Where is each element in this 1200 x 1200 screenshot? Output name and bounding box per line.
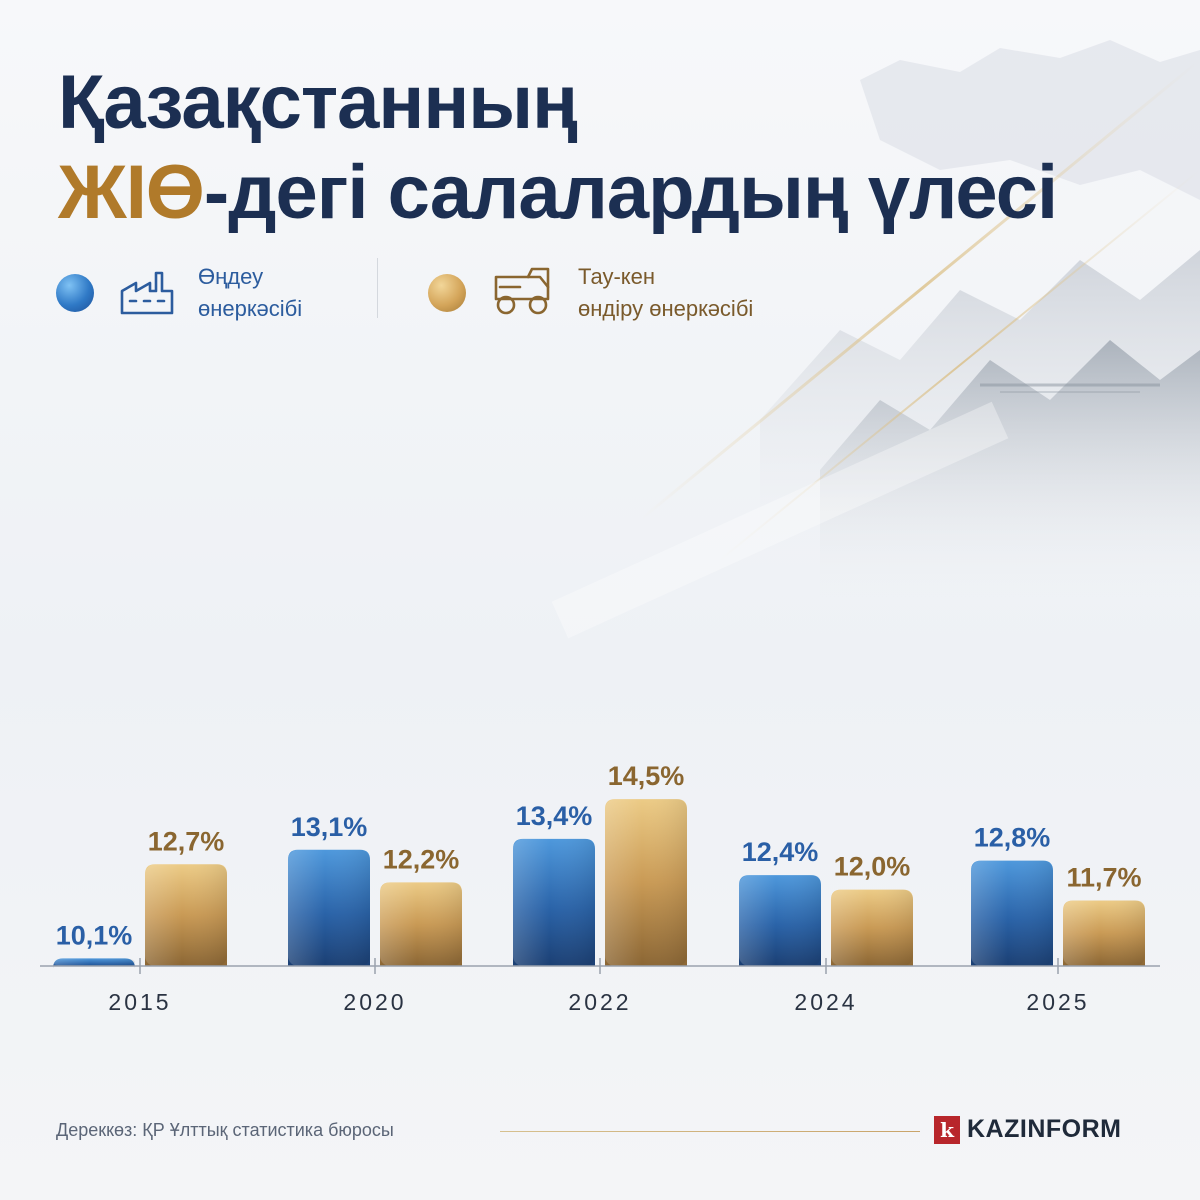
data-label-manufacturing-2015: 10,1% — [56, 920, 133, 950]
chart-title: Қазақстанның ЖІӨ-дегі салалардың үлесі — [58, 58, 1058, 238]
title-accent: ЖІӨ — [58, 150, 205, 235]
x-tick-label-2015: 2015 — [108, 989, 171, 1015]
data-label-mining-2015: 12,7% — [148, 826, 225, 856]
mining-truck-icon — [490, 265, 556, 322]
kazinform-logo: k KAZINFORM — [934, 1115, 1121, 1144]
data-label-mining-2025: 11,7% — [1066, 862, 1141, 892]
footer-divider — [500, 1131, 920, 1132]
legend-label-manufacturing: Өңдеу өнеркәсібі — [198, 264, 303, 321]
x-tick-label-2024: 2024 — [794, 989, 857, 1015]
bar-shine — [380, 882, 462, 966]
title-line-1: Қазақстанның — [58, 60, 578, 145]
source-note: Дереккөз: ҚР Ұлттық статистика бюросы — [56, 1120, 394, 1140]
legend-label-mining: Тау-кен өндіру өнеркәсібі — [578, 264, 754, 321]
bar-shine — [971, 860, 1053, 966]
bar-shine — [288, 849, 370, 966]
factory-icon — [118, 265, 176, 322]
x-tick-label-2025: 2025 — [1026, 989, 1089, 1015]
data-label-mining-2020: 12,2% — [383, 844, 460, 874]
legend-swatch-blue — [56, 274, 94, 312]
data-label-manufacturing-2024: 12,4% — [742, 837, 819, 867]
brand-name: KAZINFORM — [967, 1115, 1122, 1143]
title-line-2: -дегі салалардың үлесі — [203, 150, 1058, 235]
data-label-manufacturing-2022: 13,4% — [516, 801, 593, 831]
x-tick-label-2020: 2020 — [343, 989, 406, 1015]
bar-shine — [1063, 900, 1145, 966]
legend-swatch-gold — [428, 274, 466, 312]
legend-item-mining: Тау-кен өндіру өнеркәсібі — [428, 258, 753, 328]
data-label-manufacturing-2025: 12,8% — [974, 823, 1051, 853]
bar-shine — [739, 875, 821, 966]
brand-mark: k — [934, 1115, 960, 1144]
legend-item-manufacturing: Өңдеу өнеркәсібі — [56, 258, 302, 328]
data-label-mining-2024: 12,0% — [834, 852, 911, 882]
bar-shine — [53, 958, 135, 966]
legend-divider — [377, 258, 378, 318]
bar-shine — [605, 799, 687, 966]
bar-shine — [145, 864, 227, 966]
data-label-mining-2022: 14,5% — [608, 761, 685, 791]
data-label-manufacturing-2020: 13,1% — [291, 812, 368, 842]
bar-shine — [831, 889, 913, 966]
bar-shine — [513, 838, 595, 966]
x-tick-label-2022: 2022 — [568, 989, 631, 1015]
